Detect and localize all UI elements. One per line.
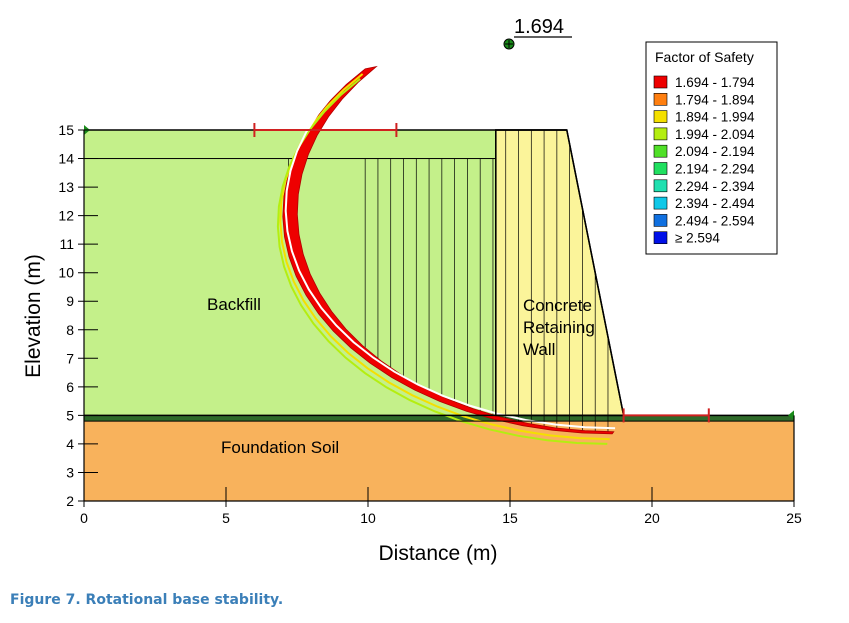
y-tick-label: 9 — [66, 293, 74, 309]
y-tick-label: 15 — [58, 122, 74, 138]
y-tick-label: 10 — [58, 265, 74, 281]
y-tick-label: 12 — [58, 208, 74, 224]
x-tick-label: 20 — [644, 510, 660, 526]
legend-swatch — [653, 179, 668, 193]
x-tick-label: 25 — [786, 510, 802, 526]
legend-swatch — [653, 231, 668, 244]
legend-item-label: 1.994 - 2.094 — [675, 127, 755, 142]
legend-swatch — [653, 75, 668, 89]
wall-label-line-1: Concrete — [523, 296, 592, 315]
wall-label-line-3: Wall — [523, 340, 555, 359]
legend-item-label: 1.894 - 1.994 — [675, 110, 755, 125]
foundation-soil-region — [84, 421, 794, 501]
backfill-label: Backfill — [207, 295, 261, 314]
y-tick-label: 5 — [66, 407, 74, 423]
y-tick-label: 7 — [66, 350, 74, 366]
legend-title: Factor of Safety — [655, 49, 754, 65]
y-tick-label: 2 — [66, 493, 74, 509]
y-tick-label: 4 — [66, 436, 74, 452]
critical-slip-band — [282, 65, 615, 435]
legend-item-label: 1.794 - 1.894 — [675, 92, 755, 107]
plot-area — [83, 62, 794, 501]
y-tick-label: 8 — [66, 322, 74, 338]
foundation-label: Foundation Soil — [221, 438, 339, 457]
trial-slip-arc — [284, 62, 616, 430]
legend-swatch — [653, 110, 668, 123]
legend-swatch — [653, 127, 668, 141]
legend-item-label: 1.694 - 1.794 — [675, 75, 755, 90]
figure-caption: Figure 7. Rotational base stability. — [10, 592, 284, 608]
wall-label-line-2: Retaining — [523, 318, 595, 337]
y-tick-label: 11 — [59, 236, 74, 252]
base-layer-strip — [84, 415, 794, 422]
y-axis-title: Elevation (m) — [22, 254, 45, 378]
legend-swatch — [653, 93, 668, 106]
x-tick-label: 10 — [360, 510, 376, 526]
legend-swatch — [653, 196, 668, 210]
x-tick-label: 0 — [80, 510, 88, 526]
x-tick-label: 15 — [502, 510, 518, 526]
legend-swatch — [653, 144, 668, 158]
critical-center-marker: 1.694 — [503, 16, 572, 50]
slice-lines — [288, 130, 609, 434]
legend-item-label: 2.294 - 2.394 — [675, 179, 755, 194]
legend: Factor of Safety 1.694 - 1.794 1.794 - 1.… — [645, 41, 778, 255]
legend-item-label: 2.194 - 2.294 — [675, 162, 755, 177]
legend-item-label: ≥ 2.594 — [675, 231, 720, 246]
retaining-wall-region — [495, 129, 625, 417]
legend-swatch — [653, 214, 668, 227]
x-axis-title: Distance (m) — [378, 542, 497, 565]
min-fos-label: 1.694 — [514, 16, 564, 38]
right-boundary-icon — [788, 410, 794, 421]
y-tick-label: 14 — [58, 151, 74, 167]
legend-item-label: 2.094 - 2.194 — [675, 144, 755, 159]
y-tick-label: 13 — [58, 179, 74, 195]
legend-swatch — [653, 162, 668, 175]
x-tick-label: 5 — [222, 510, 230, 526]
y-tick-label: 3 — [66, 464, 74, 480]
axes: 0 5 10 15 20 25 2 3 4 5 6 7 8 9 10 11 12 13 14 15 — [58, 122, 802, 526]
legend-item-label: 2.394 - 2.494 — [675, 196, 755, 211]
y-tick-label: 6 — [66, 379, 74, 395]
legend-item-label: 2.494 - 2.594 — [675, 213, 755, 228]
